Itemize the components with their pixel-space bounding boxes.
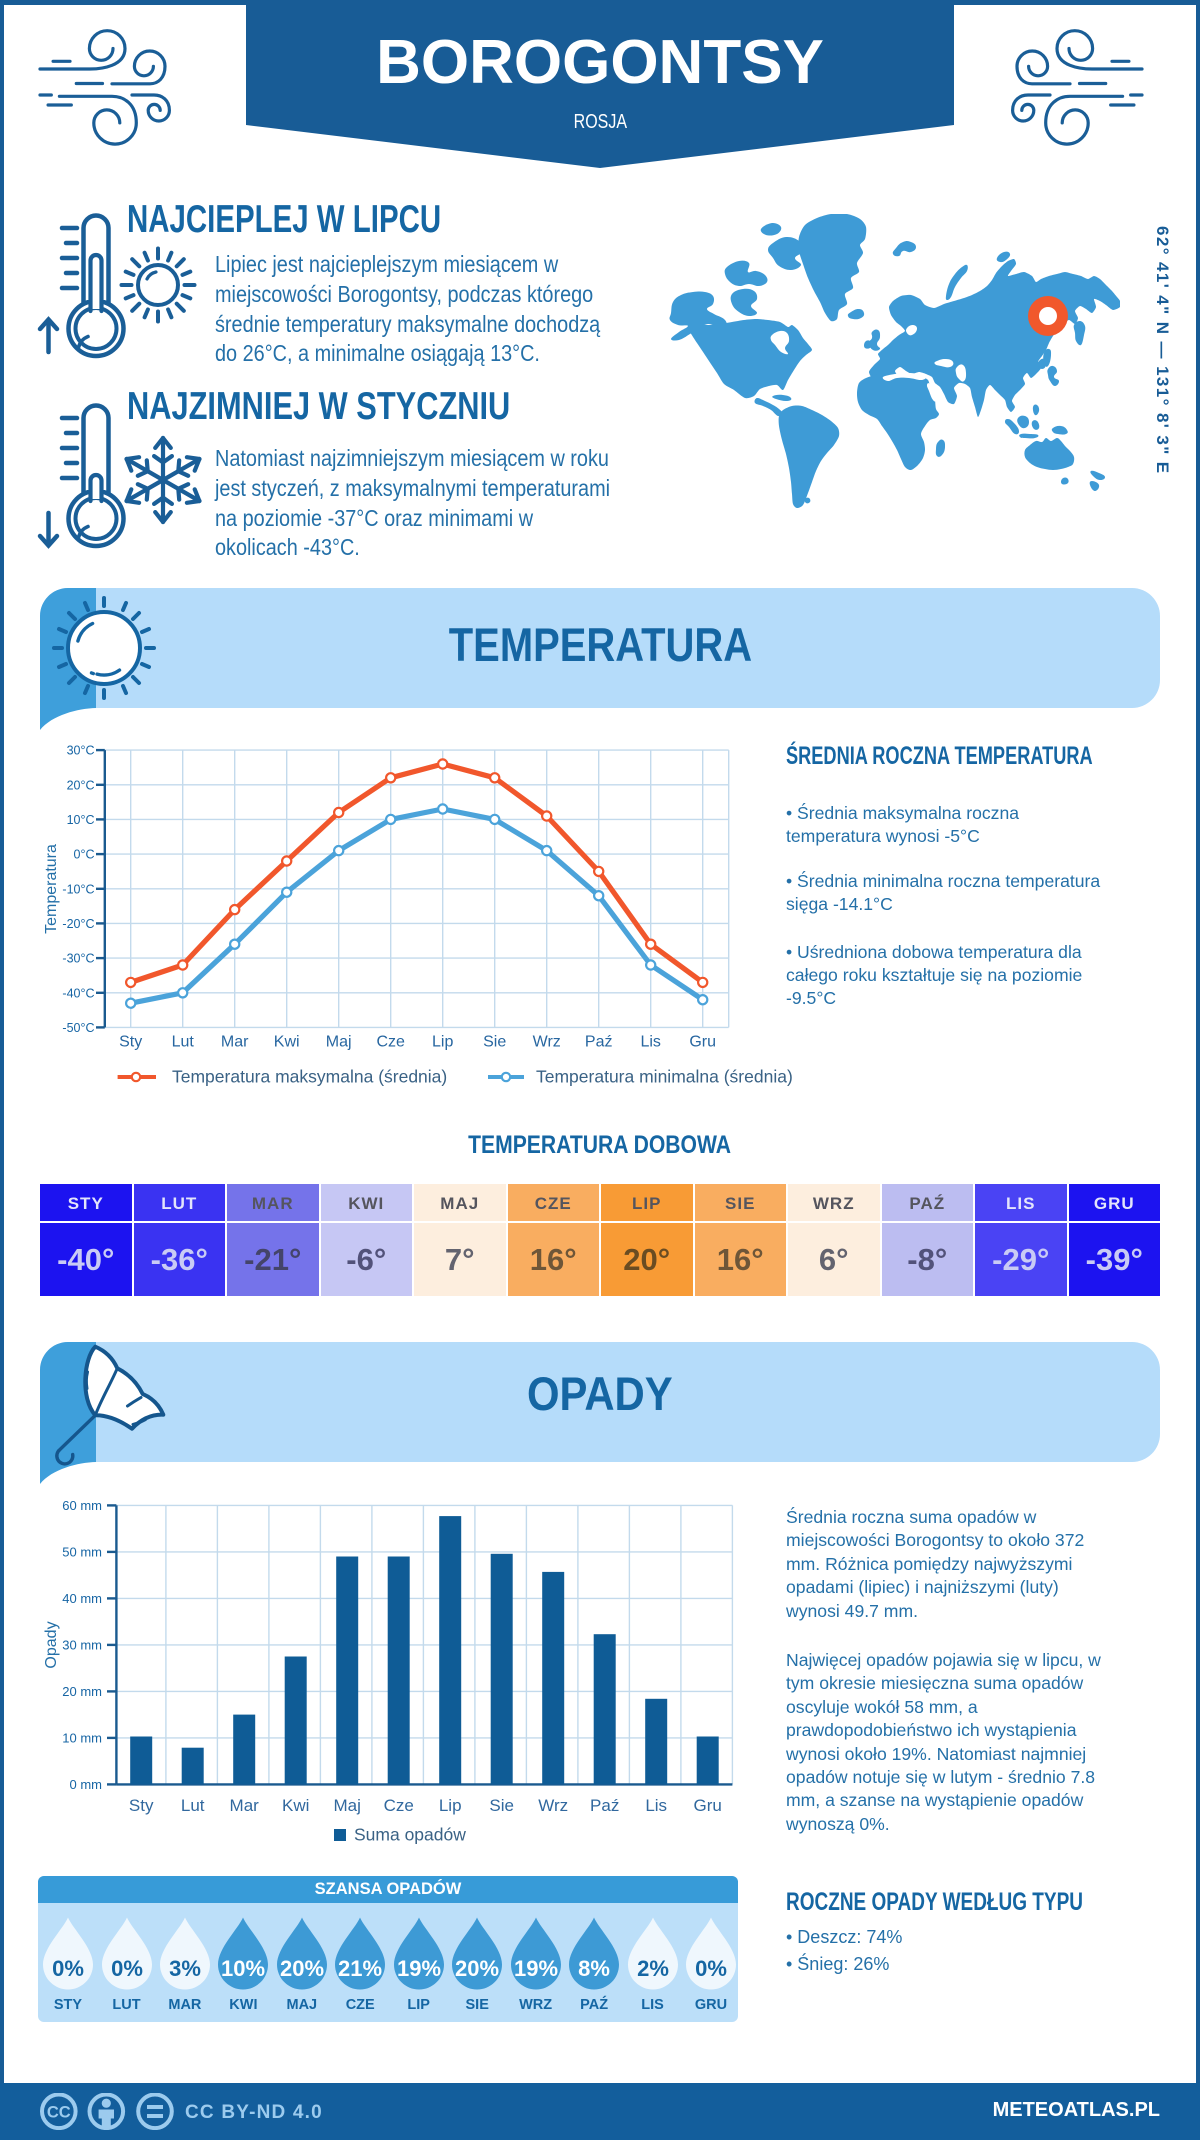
- svg-text:-20°C: -20°C: [62, 917, 94, 931]
- svg-text:Suma opadów: Suma opadów: [354, 1825, 466, 1845]
- svg-text:20 mm: 20 mm: [62, 1684, 102, 1699]
- svg-text:Lut: Lut: [172, 1034, 195, 1051]
- svg-text:Temperatura: Temperatura: [43, 844, 60, 934]
- svg-text:0 mm: 0 mm: [70, 1777, 103, 1792]
- svg-text:30 mm: 30 mm: [62, 1637, 102, 1652]
- svg-text:10%: 10%: [221, 1956, 265, 1981]
- svg-text:Lis: Lis: [645, 1796, 667, 1815]
- svg-text:Lip: Lip: [432, 1034, 453, 1051]
- svg-text:Sie: Sie: [483, 1034, 506, 1051]
- svg-text:CC: CC: [47, 2103, 71, 2121]
- svg-text:Temperatura minimalna (średnia: Temperatura minimalna (średnia): [536, 1067, 793, 1087]
- svg-text:-30°C: -30°C: [62, 952, 94, 966]
- svg-text:Cze: Cze: [384, 1796, 414, 1815]
- svg-text:10°C: 10°C: [67, 813, 95, 827]
- svg-text:21%: 21%: [338, 1956, 382, 1981]
- svg-text:Wrz: Wrz: [538, 1796, 568, 1815]
- svg-text:0%: 0%: [111, 1956, 143, 1981]
- svg-text:Kwi: Kwi: [274, 1034, 300, 1051]
- svg-text:0%: 0%: [695, 1956, 727, 1981]
- svg-text:Gru: Gru: [689, 1034, 716, 1051]
- svg-text:20%: 20%: [280, 1956, 324, 1981]
- svg-text:Lis: Lis: [640, 1034, 660, 1051]
- svg-text:Maj: Maj: [326, 1034, 352, 1051]
- svg-text:20°C: 20°C: [67, 778, 95, 792]
- svg-text:40 mm: 40 mm: [62, 1591, 102, 1606]
- svg-text:3%: 3%: [169, 1956, 201, 1981]
- svg-text:Lut: Lut: [181, 1796, 205, 1815]
- svg-text:20%: 20%: [455, 1956, 499, 1981]
- svg-text:Kwi: Kwi: [282, 1796, 309, 1815]
- svg-text:2%: 2%: [637, 1956, 669, 1981]
- svg-text:30°C: 30°C: [67, 744, 95, 758]
- svg-text:-40°C: -40°C: [62, 986, 94, 1000]
- svg-text:19%: 19%: [514, 1956, 558, 1981]
- svg-text:Opady: Opady: [43, 1621, 60, 1668]
- svg-text:8%: 8%: [578, 1956, 610, 1981]
- svg-text:60 mm: 60 mm: [62, 1498, 102, 1513]
- svg-text:Mar: Mar: [221, 1034, 249, 1051]
- svg-text:Sty: Sty: [119, 1034, 142, 1051]
- svg-text:Lip: Lip: [439, 1796, 462, 1815]
- svg-text:Sty: Sty: [129, 1796, 154, 1815]
- svg-text:0%: 0%: [52, 1956, 84, 1981]
- svg-text:19%: 19%: [397, 1956, 441, 1981]
- svg-text:10 mm: 10 mm: [62, 1730, 102, 1745]
- svg-text:Maj: Maj: [333, 1796, 360, 1815]
- svg-text:0°C: 0°C: [74, 848, 95, 862]
- svg-text:50 mm: 50 mm: [62, 1544, 102, 1559]
- svg-text:Paź: Paź: [590, 1796, 619, 1815]
- svg-text:-10°C: -10°C: [62, 882, 94, 896]
- svg-text:Mar: Mar: [230, 1796, 260, 1815]
- svg-text:Wrz: Wrz: [533, 1034, 561, 1051]
- svg-text:CC BY-ND 4.0: CC BY-ND 4.0: [185, 2102, 323, 2123]
- svg-text:Paź: Paź: [585, 1034, 613, 1051]
- svg-text:-50°C: -50°C: [62, 1021, 94, 1035]
- svg-text:Sie: Sie: [489, 1796, 514, 1815]
- svg-text:Gru: Gru: [694, 1796, 722, 1815]
- svg-text:Cze: Cze: [376, 1034, 405, 1051]
- svg-text:Temperatura maksymalna (średni: Temperatura maksymalna (średnia): [172, 1067, 447, 1087]
